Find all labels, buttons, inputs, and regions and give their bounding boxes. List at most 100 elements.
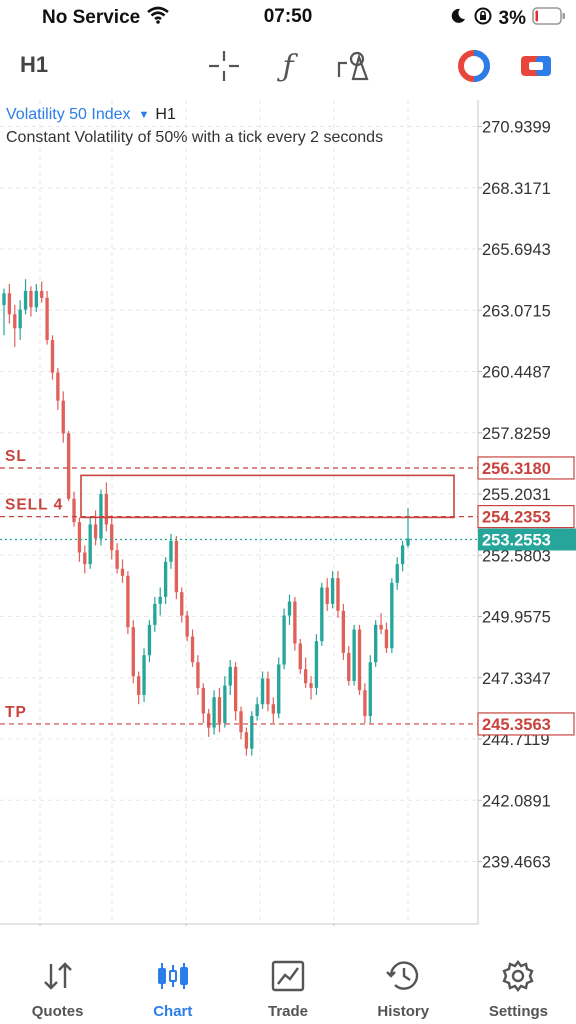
price-chart[interactable]: 270.9399 268.3171 265.6943 263.0715 260.4487… <box>0 100 576 926</box>
tab-history[interactable]: History <box>346 950 461 1024</box>
symbol-description: Constant Volatility of 50% with a tick e… <box>6 129 384 146</box>
y-tick-label: 260.4487 <box>482 364 551 382</box>
candle-body <box>223 685 227 723</box>
tab-settings[interactable]: Settings <box>461 950 576 1024</box>
candle-body <box>77 522 82 553</box>
price-tag-label: 245.3563 <box>482 716 551 734</box>
candle-body <box>72 498 76 523</box>
candle-body <box>309 683 313 688</box>
candle-body <box>23 290 28 310</box>
price-line-label: TP <box>5 704 27 721</box>
chart-timeframe: H1 <box>155 106 176 123</box>
candle-body <box>110 524 114 551</box>
crosshair-icon[interactable] <box>206 48 242 84</box>
candle-body <box>271 704 276 714</box>
candle-body <box>357 629 362 691</box>
chart-area[interactable]: 270.9399 268.3171 265.6943 263.0715 260.4487… <box>0 100 576 926</box>
y-tick-label: 239.4663 <box>482 854 551 872</box>
candle-body <box>93 524 98 539</box>
y-tick-label: 257.8259 <box>482 425 551 443</box>
candle-body <box>50 339 55 373</box>
candle-body <box>201 687 205 714</box>
candle-body <box>190 636 195 663</box>
candle-body <box>336 578 340 611</box>
candle-body <box>303 669 308 684</box>
candle-body <box>88 524 92 565</box>
y-tick-label: 249.9575 <box>482 609 551 627</box>
price-tag-label: 254.2353 <box>482 509 551 527</box>
price-line-label: SL <box>5 448 27 465</box>
candle-body <box>2 293 6 305</box>
tab-quotes[interactable]: Quotes <box>0 950 115 1024</box>
y-tick-label: 268.3171 <box>482 180 551 198</box>
tab-label: Quotes <box>31 1003 84 1020</box>
status-left: No Service <box>12 6 170 30</box>
trade-panel-icon[interactable] <box>518 48 554 84</box>
candle-body <box>180 592 184 616</box>
candle-body <box>379 624 383 630</box>
candle-body <box>174 540 179 593</box>
candle-body <box>34 290 38 308</box>
candle-body <box>147 624 152 656</box>
price-line-label: SELL 4 <box>5 497 63 514</box>
candle-body <box>330 578 335 604</box>
candle-body <box>384 629 389 649</box>
tab-label: Settings <box>488 1003 548 1020</box>
tab-label: Trade <box>267 1003 309 1020</box>
candlestick-chart-icon <box>155 960 191 997</box>
price-tag-box <box>477 505 575 529</box>
objects-icon[interactable] <box>334 48 370 84</box>
candle-body <box>363 690 367 716</box>
candle-body <box>61 400 65 434</box>
y-tick-label: 270.9399 <box>482 119 551 137</box>
one-click-trading-icon[interactable] <box>456 48 492 84</box>
candle-body <box>282 615 286 665</box>
y-tick-label: 252.5803 <box>482 547 551 565</box>
y-tick-label: 247.3347 <box>482 670 551 688</box>
symbol-name[interactable]: Volatility 50 Index <box>6 106 131 123</box>
battery-percent: 3% <box>498 8 526 29</box>
candle-body <box>255 704 259 716</box>
candle-body <box>314 641 319 688</box>
candle-body <box>395 564 399 583</box>
quotes-arrows-icon <box>40 960 76 997</box>
symbol-dropdown-icon[interactable]: ▼ <box>138 109 150 121</box>
settings-gear-icon <box>500 960 536 997</box>
chart-title[interactable]: Volatility 50 Index ▼ H1 <box>6 106 176 124</box>
wifi-icon <box>146 6 170 30</box>
candle-body <box>153 603 157 625</box>
candle-body <box>29 290 33 308</box>
current-price-label: 253.2553 <box>482 531 551 549</box>
candle-body <box>406 538 410 546</box>
y-tick-label: 242.0891 <box>482 792 551 810</box>
tab-chart[interactable]: Chart <box>115 950 230 1024</box>
candle-body <box>13 314 17 329</box>
candle-body <box>83 552 87 565</box>
candle-body <box>320 587 324 642</box>
candle-body <box>239 711 243 733</box>
candle-body <box>352 629 356 681</box>
candle-body <box>104 494 109 525</box>
tab-trade[interactable]: Trade <box>230 950 345 1024</box>
current-price-box <box>478 528 576 551</box>
candle-body <box>325 587 329 604</box>
candle-body <box>126 575 130 628</box>
timeframe-button[interactable]: H1 <box>20 52 49 77</box>
candle-body <box>293 601 297 644</box>
candle-body <box>142 655 146 695</box>
candle-body <box>244 732 249 749</box>
candle-body <box>136 676 141 695</box>
moon-icon <box>449 7 467 31</box>
order-zone-rect <box>80 474 455 519</box>
status-bar: No Service 07:50 3% <box>0 0 576 34</box>
candle-body <box>185 615 189 637</box>
candle-body <box>131 627 135 677</box>
candle-body <box>45 297 49 340</box>
candle-body <box>120 568 125 576</box>
function-icon[interactable]: ƒ <box>282 48 294 84</box>
candle-body <box>56 372 60 401</box>
trade-chart-icon <box>270 960 306 997</box>
candle-body <box>277 664 281 714</box>
price-tag-label: 256.3180 <box>482 460 551 478</box>
chart-toolbar: H1 ƒ <box>0 36 576 94</box>
